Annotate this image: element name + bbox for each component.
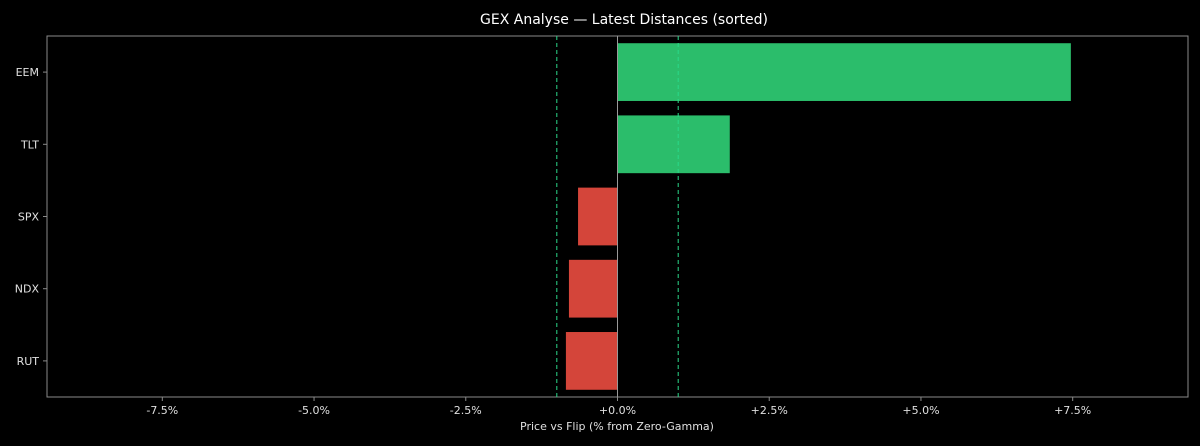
y-tick-label-ndx: NDX <box>15 283 40 296</box>
bar-spx <box>578 187 618 246</box>
y-tick-label-tlt: TLT <box>20 138 39 151</box>
x-tick-label: -7.5% <box>146 404 178 417</box>
chart-title: GEX Analyse — Latest Distances (sorted) <box>480 12 768 28</box>
y-tick-label-rut: RUT <box>17 355 40 368</box>
bar-rut <box>565 332 618 390</box>
bar-eem <box>617 43 1071 101</box>
x-tick-label: +0.0% <box>599 404 636 417</box>
x-tick-label: +5.0% <box>902 404 939 417</box>
x-tick-label: +7.5% <box>1054 404 1091 417</box>
x-tick-label: -5.0% <box>298 404 330 417</box>
bar-ndx <box>568 259 618 318</box>
y-tick-label-eem: EEM <box>16 66 39 79</box>
plot-area: EEM TLT SPX NDX RUT -7.5% -5.0% -2.5% +0.0% +2.5%… <box>15 35 1189 417</box>
x-tick-label: -2.5% <box>450 404 482 417</box>
y-tick-label-spx: SPX <box>18 211 40 224</box>
bar-tlt <box>617 115 730 174</box>
x-axis-label: Price vs Flip (% from Zero-Gamma) <box>520 420 714 433</box>
x-tick-label: +2.5% <box>751 404 788 417</box>
